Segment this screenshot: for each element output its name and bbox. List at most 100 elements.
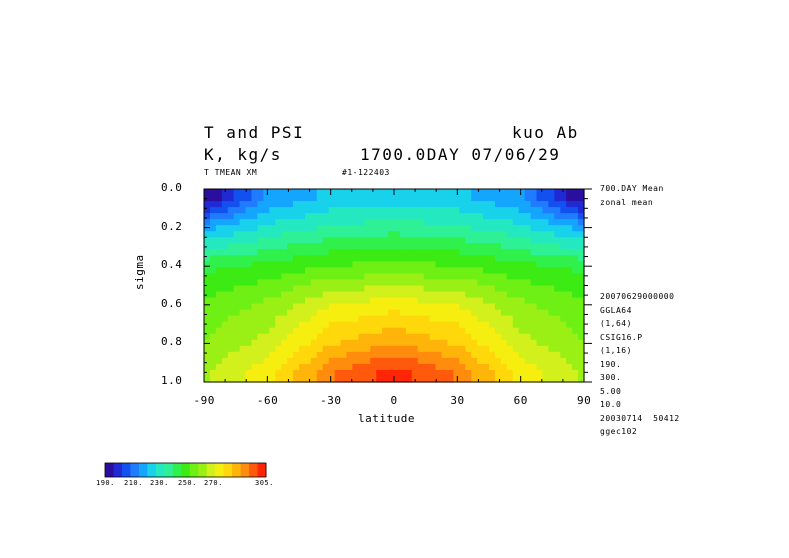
heatmap-cell xyxy=(506,297,514,305)
heatmap-cell xyxy=(578,285,585,293)
heatmap-cell xyxy=(233,207,241,214)
heatmap-cell xyxy=(506,231,514,238)
heatmap-cell xyxy=(281,363,288,371)
heatmap-cell xyxy=(382,207,389,214)
x-tick-label: -90 xyxy=(193,394,215,407)
heatmap-cell xyxy=(548,243,555,250)
heatmap-cell xyxy=(263,243,270,250)
heatmap-cell xyxy=(471,339,478,347)
heatmap-cell xyxy=(423,339,431,347)
heatmap-cell xyxy=(483,315,490,323)
heatmap-cell xyxy=(358,357,365,365)
heatmap-cell xyxy=(269,213,276,220)
heatmap-cell xyxy=(447,237,454,244)
heatmap-cell xyxy=(328,201,336,208)
heatmap-cell xyxy=(572,213,579,220)
heatmap-cell xyxy=(209,261,217,269)
heatmap-cell xyxy=(281,249,288,256)
heatmap-cell xyxy=(566,297,573,305)
heatmap-cell xyxy=(310,261,318,269)
colorbar xyxy=(104,462,267,478)
heatmap-cell xyxy=(275,369,282,377)
heatmap-cell xyxy=(477,285,484,293)
heatmap-cell xyxy=(293,255,300,262)
heatmap-cell xyxy=(524,267,532,275)
heatmap-cell xyxy=(471,249,478,256)
heatmap-cell xyxy=(251,357,259,365)
heatmap-cell xyxy=(376,237,383,244)
heatmap-cell xyxy=(263,303,270,311)
heatmap-cell xyxy=(542,219,549,226)
heatmap-cell xyxy=(281,189,288,196)
heatmap-cell xyxy=(227,267,235,275)
heatmap-cell xyxy=(554,213,561,220)
heatmap-cell xyxy=(548,297,555,305)
heatmap-cell xyxy=(512,231,520,238)
heatmap-cell xyxy=(304,249,312,256)
heatmap-cell xyxy=(572,195,579,202)
heatmap-cell xyxy=(287,267,294,275)
heatmap-cell xyxy=(512,357,520,365)
heatmap-cell xyxy=(376,243,383,250)
heatmap-cell xyxy=(209,243,217,250)
heatmap-cell xyxy=(399,201,407,208)
heatmap-cell xyxy=(322,351,330,359)
heatmap-cell xyxy=(578,195,585,202)
heatmap-cell xyxy=(358,345,365,353)
heatmap-cell xyxy=(506,327,514,335)
heatmap-cell xyxy=(281,369,288,377)
heatmap-cell xyxy=(524,213,532,220)
heatmap-cell xyxy=(518,189,526,196)
heatmap-cell xyxy=(257,225,264,232)
heatmap-cell xyxy=(429,291,437,299)
heatmap-cell xyxy=(358,327,365,335)
heatmap-cell xyxy=(530,237,538,244)
heatmap-cell xyxy=(310,297,318,305)
heatmap-cell xyxy=(465,285,472,293)
heatmap-cell xyxy=(388,309,395,317)
heatmap-cell xyxy=(524,369,532,377)
heatmap-cell xyxy=(299,213,306,220)
heatmap-cell xyxy=(459,219,466,226)
heatmap-cell xyxy=(204,237,211,244)
heatmap-cell xyxy=(394,303,401,311)
heatmap-cell xyxy=(453,219,460,226)
heatmap-cell xyxy=(483,351,490,359)
heatmap-cell xyxy=(364,249,371,256)
heatmap-cell xyxy=(453,213,460,220)
heatmap-cell xyxy=(209,231,217,238)
heatmap-cell xyxy=(399,297,407,305)
heatmap-cell xyxy=(388,207,395,214)
heatmap-cell xyxy=(411,315,419,323)
heatmap-cell xyxy=(471,309,478,317)
heatmap-cell xyxy=(328,207,336,214)
heatmap-cell xyxy=(560,255,567,262)
heatmap-cell xyxy=(287,219,294,226)
heatmap-cell xyxy=(227,273,235,281)
heatmap-cell xyxy=(233,369,241,377)
heatmap-cell xyxy=(334,225,342,232)
heatmap-cell xyxy=(215,231,223,238)
heatmap-cell xyxy=(465,279,472,287)
heatmap-cell xyxy=(394,285,401,293)
heatmap-cell xyxy=(376,327,383,335)
heatmap-cell xyxy=(340,237,348,244)
heatmap-cell xyxy=(394,309,401,317)
heatmap-cell xyxy=(483,327,490,335)
heatmap-cell xyxy=(405,297,413,305)
heatmap-cell xyxy=(435,237,443,244)
heatmap-cell xyxy=(530,375,538,383)
heatmap-cell xyxy=(251,237,259,244)
heatmap-cell xyxy=(483,297,490,305)
heatmap-cell xyxy=(429,225,437,232)
heatmap-cell xyxy=(346,213,354,220)
heatmap-cell xyxy=(215,213,223,220)
heatmap-cell xyxy=(506,219,514,226)
heatmap-cell xyxy=(524,201,532,208)
heatmap-cell xyxy=(310,351,318,359)
heatmap-cell xyxy=(352,201,359,208)
heatmap-cell xyxy=(275,255,282,262)
heatmap-cell xyxy=(281,231,288,238)
y-tick-label: 1.0 xyxy=(161,374,183,387)
heatmap-cell xyxy=(500,363,508,371)
